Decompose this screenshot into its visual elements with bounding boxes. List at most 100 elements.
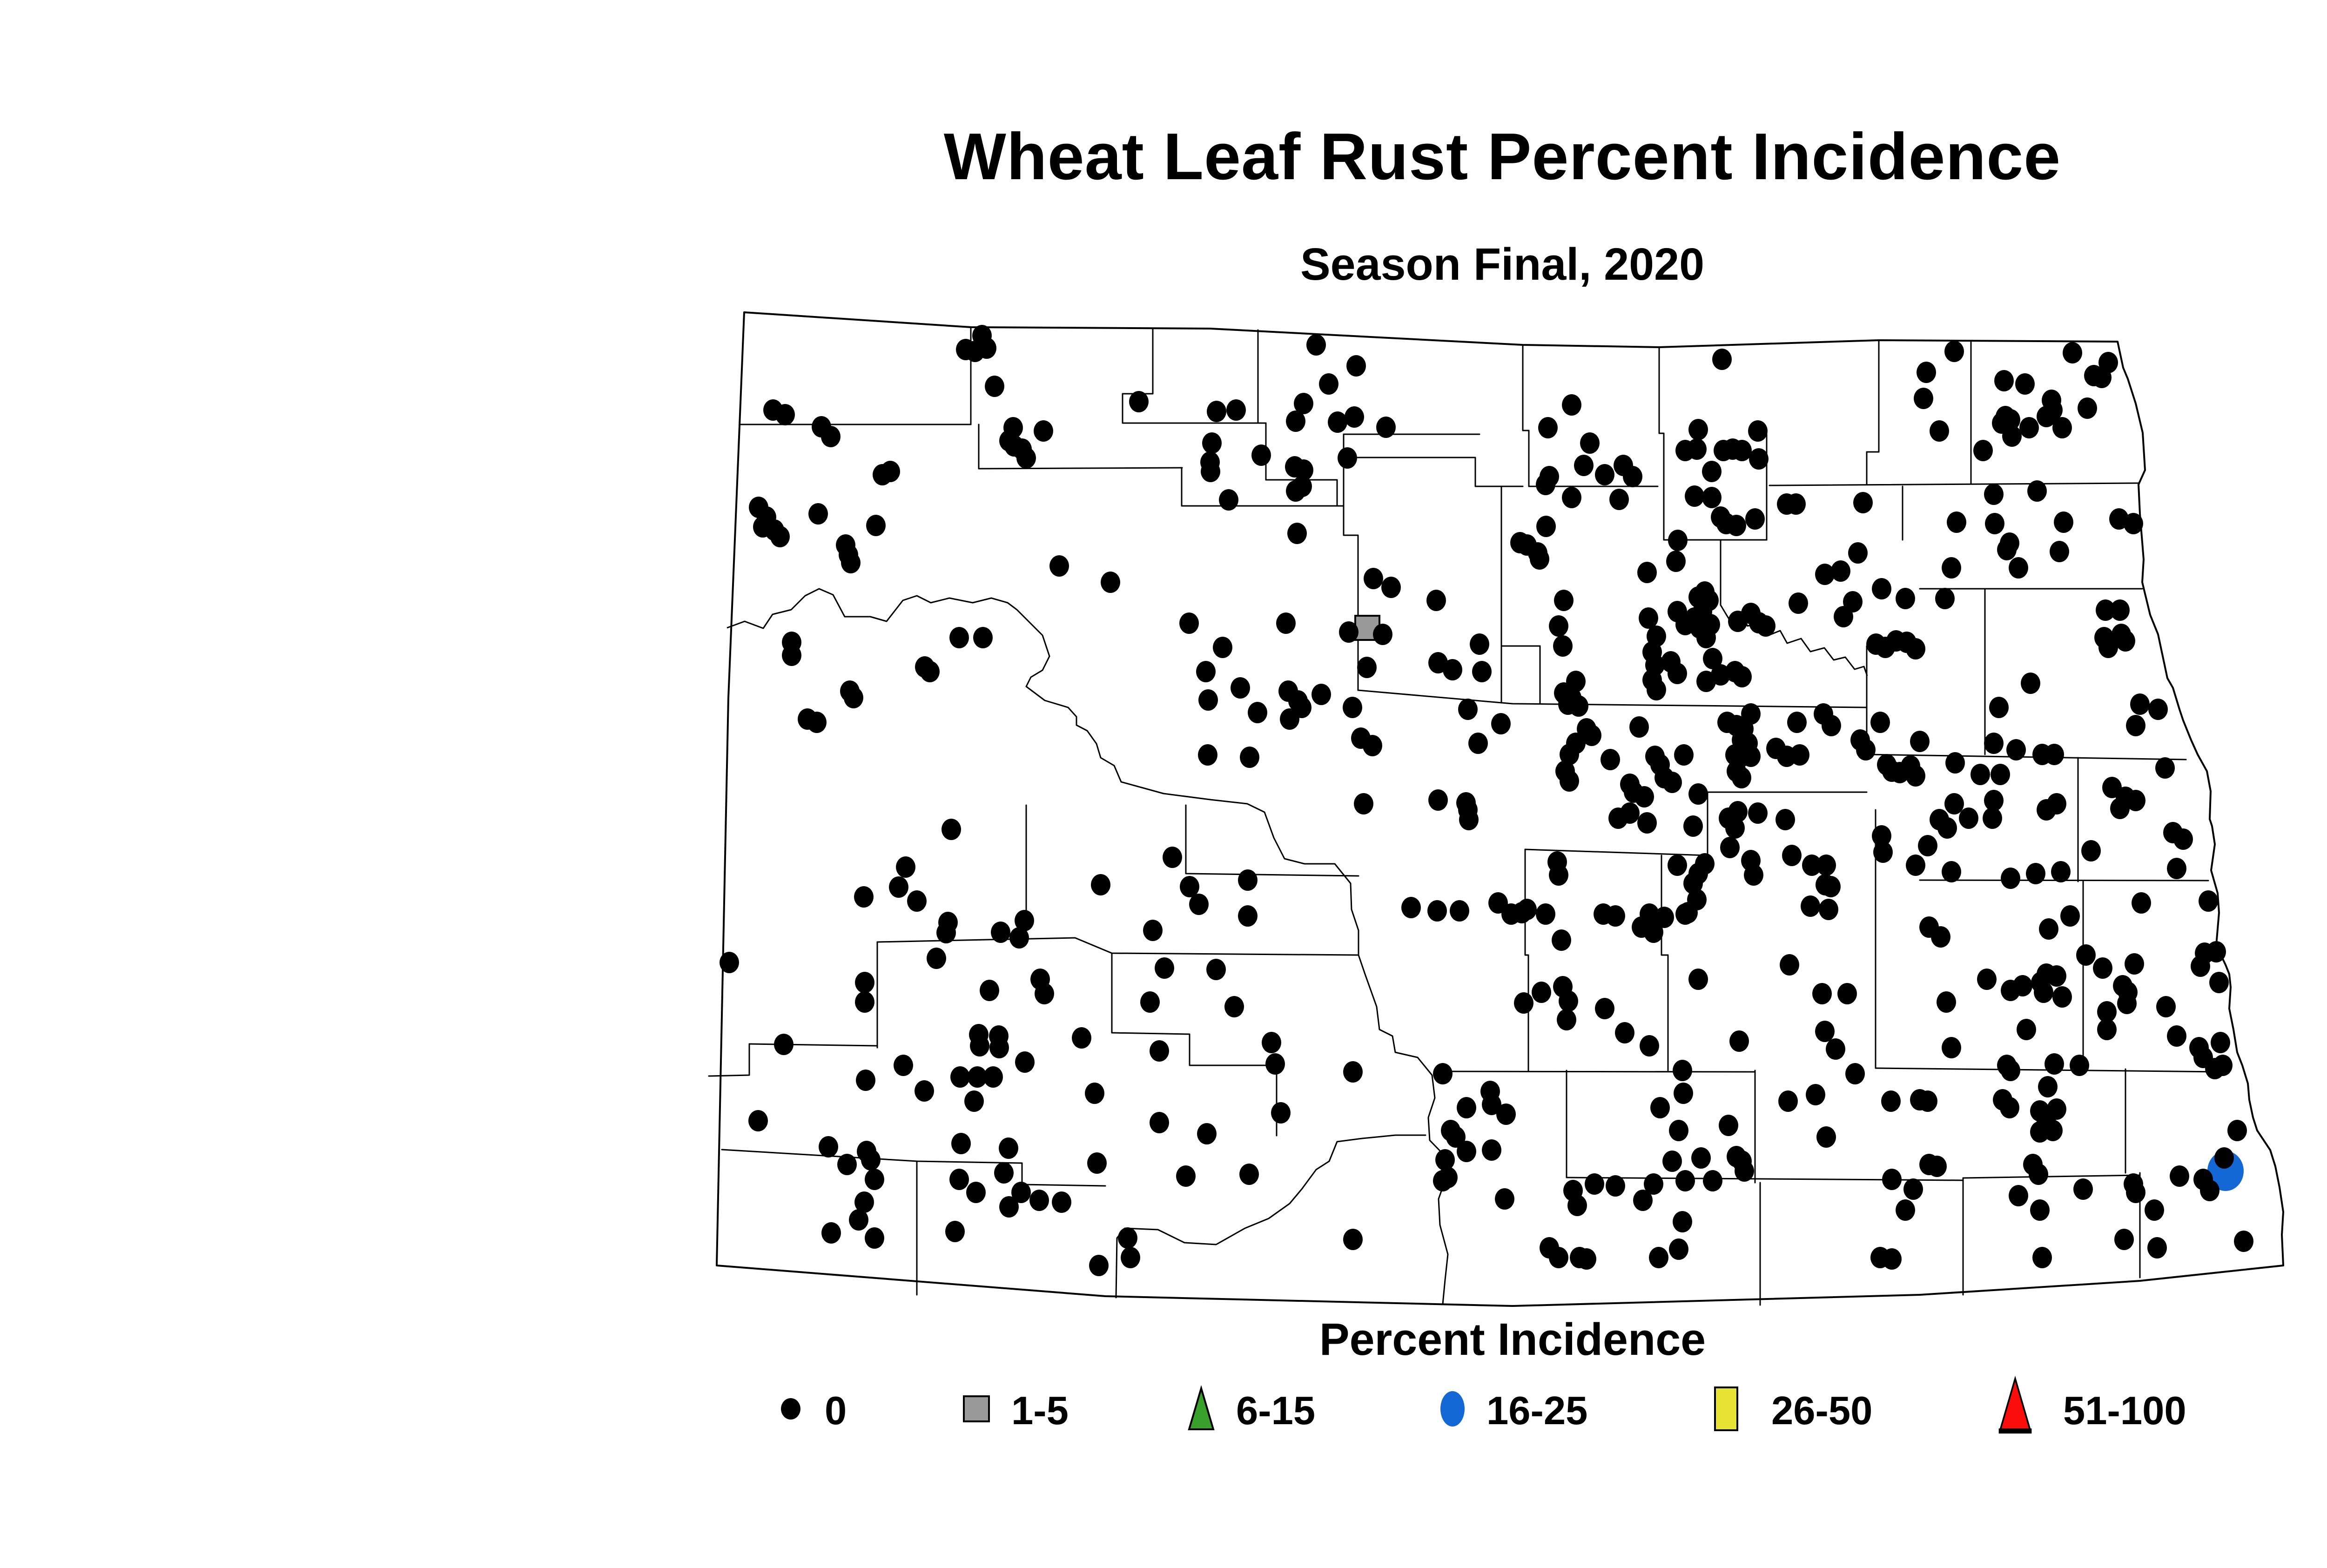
- marker-0: [2070, 1055, 2089, 1076]
- marker-0: [1984, 790, 2004, 811]
- marker-0: [1914, 388, 1933, 409]
- marker-0: [2200, 1180, 2219, 1201]
- marker-0: [2211, 1032, 2230, 1053]
- marker-0: [2038, 1076, 2058, 1097]
- marker-0: [1035, 983, 1054, 1004]
- marker-0: [1906, 765, 1925, 787]
- marker-0: [821, 1222, 841, 1244]
- marker-0: [2001, 868, 2020, 889]
- marker-0: [2145, 1199, 2164, 1221]
- marker-0: [1538, 417, 1558, 438]
- marker-0: [1615, 1022, 1634, 1043]
- marker-0: [1286, 480, 1305, 502]
- marker-0: [1837, 983, 1857, 1004]
- marker-0: [1363, 735, 1382, 756]
- marker-0: [1947, 511, 1966, 533]
- marker-0: [1896, 588, 1915, 609]
- marker-0: [1376, 417, 1396, 438]
- marker-0: [999, 1137, 1018, 1159]
- marker-0: [1240, 747, 1259, 768]
- marker-0: [1662, 1151, 1682, 1172]
- marker-0: [985, 376, 1004, 397]
- marker-0: [2098, 637, 2118, 658]
- marker-0: [1749, 448, 1769, 470]
- marker-0: [1674, 744, 1694, 766]
- marker-0: [1554, 590, 1574, 611]
- marker-0: [2030, 1199, 2050, 1221]
- marker-0: [1343, 697, 1362, 718]
- marker-0: [1989, 697, 2009, 718]
- marker-0: [866, 515, 886, 536]
- marker-0: [1873, 841, 1893, 863]
- marker-0: [1532, 982, 1551, 1003]
- marker-0: [1629, 716, 1649, 738]
- marker-0: [1472, 661, 1492, 682]
- marker-0: [2167, 1025, 2186, 1047]
- marker-0: [770, 526, 790, 547]
- marker-0: [1271, 1102, 1291, 1124]
- marker-0: [1292, 697, 1311, 718]
- marker-0: [1231, 677, 1250, 699]
- legend-title: Percent Incidence: [1319, 1314, 1706, 1365]
- marker-0: [1644, 1173, 1663, 1195]
- marker-0: [1085, 1083, 1104, 1104]
- marker-0: [1848, 542, 1868, 564]
- marker-0: [1744, 864, 1763, 886]
- marker-0: [2078, 397, 2097, 419]
- marker-0: [1052, 1191, 1071, 1213]
- marker-0: [1822, 715, 1841, 736]
- marker-0: [2039, 918, 2058, 940]
- marker-0: [1606, 1175, 1625, 1197]
- marker-0: [2126, 715, 2145, 736]
- marker-0: [1937, 817, 1957, 839]
- marker-0: [1072, 1027, 1091, 1049]
- legend-label: 51-100: [2063, 1389, 2186, 1433]
- marker-0: [2096, 599, 2115, 621]
- marker-0: [920, 661, 940, 682]
- legend-label: 1-5: [1011, 1389, 1069, 1433]
- marker-0: [1872, 578, 1891, 599]
- marker-0: [1189, 894, 1209, 915]
- marker-0: [1198, 744, 1217, 766]
- marker-0: [989, 1037, 1009, 1058]
- marker-0: [1201, 461, 1220, 482]
- marker-0: [1559, 990, 1578, 1012]
- marker-0: [2209, 972, 2229, 993]
- zero-dot-icon: [781, 1398, 800, 1420]
- marker-0: [1984, 484, 2004, 505]
- marker-0: [1637, 812, 1657, 834]
- marker-0: [1802, 855, 1822, 876]
- marker-0: [1034, 420, 1053, 442]
- marker-0: [1826, 1038, 1845, 1060]
- marker-0: [1202, 432, 1222, 454]
- marker-0: [720, 952, 739, 973]
- marker-0: [855, 991, 874, 1013]
- marker-0: [1688, 419, 1708, 440]
- marker-0: [1748, 802, 1768, 824]
- marker-0: [1673, 1060, 1692, 1081]
- marker-0: [1562, 487, 1581, 508]
- marker-0: [1666, 551, 1686, 572]
- marker-0: [1364, 568, 1383, 589]
- marker-0: [2076, 944, 2096, 966]
- marker-0: [1091, 874, 1110, 895]
- marker-0: [1683, 815, 1703, 837]
- marker-0: [1977, 969, 1997, 990]
- marker-0: [1197, 1123, 1217, 1144]
- marker-0: [782, 645, 801, 666]
- marker-0: [1011, 1182, 1031, 1203]
- marker-0: [1239, 1164, 1259, 1185]
- marker-0: [1935, 588, 1955, 609]
- marker-0: [1530, 548, 1549, 570]
- marker-0: [1609, 489, 1629, 510]
- marker-0: [1834, 606, 1853, 627]
- marker-0: [1306, 334, 1326, 356]
- legend-label: 26-50: [1771, 1389, 1873, 1433]
- marker-0: [881, 461, 900, 482]
- marker-0: [844, 687, 863, 708]
- marker-0: [1942, 1037, 1961, 1058]
- marker-0: [1918, 835, 1937, 856]
- marker-0: [964, 1090, 984, 1112]
- marker-0: [1354, 793, 1373, 814]
- marker-0: [1930, 420, 1949, 442]
